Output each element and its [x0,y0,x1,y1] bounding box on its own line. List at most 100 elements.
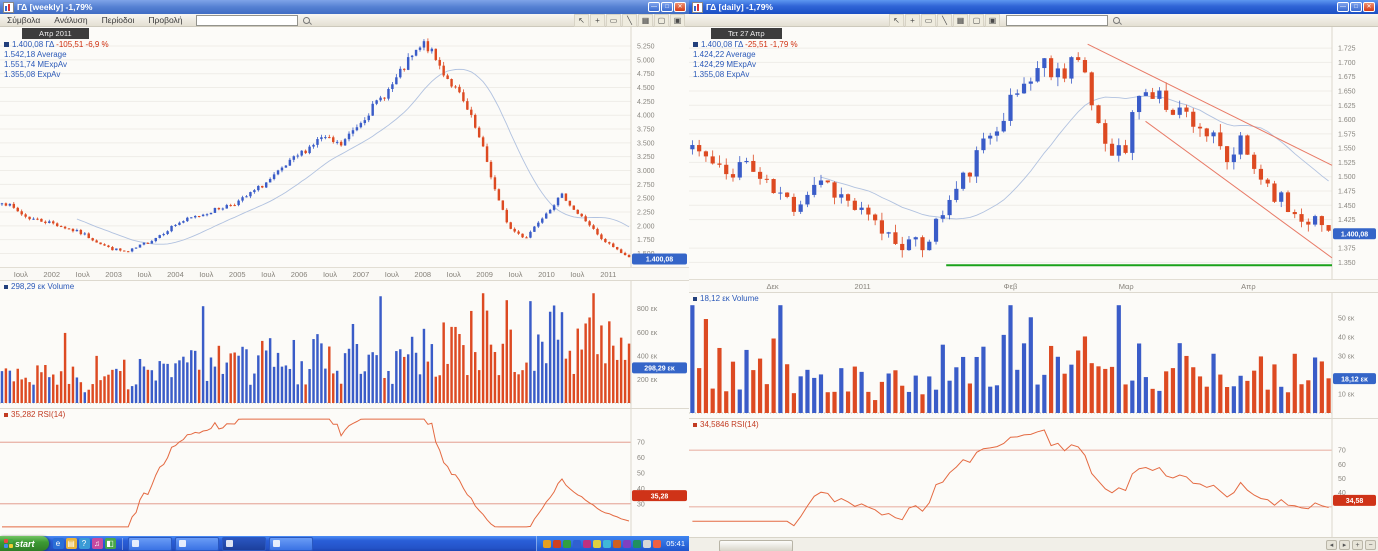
window-titlebar[interactable]: ΓΔ [daily] -1,79% — □ ✕ [689,0,1378,14]
price-chart-svg[interactable]: 5.250 5.000 4.750 4.500 4.250 4.000 3.750 3.500… [0,27,689,267]
volume-pane-daily[interactable]: 50 εκ 40 εκ 30 εκ 10 εκ 18,12 εκ 18,12 εκ Vo… [689,292,1378,418]
network-icon[interactable] [553,539,562,548]
chart-app-icon[interactable] [613,539,622,548]
trendline-icon[interactable]: ╲ [622,13,637,27]
crosshair-icon[interactable]: + [590,13,605,27]
search-icon[interactable] [301,15,312,26]
price-axis-label: 1.450 [1338,203,1356,210]
price-axis-label: 4.500 [637,85,655,92]
maximize-button[interactable]: □ [1350,2,1362,12]
volume-chart-svg[interactable]: 50 εκ 40 εκ 30 εκ 10 εκ 18,12 εκ [689,293,1378,418]
volume-axis-label: 10 εκ [1338,392,1355,399]
time-axis-label: Ιουλ [261,270,276,279]
close-button[interactable]: ✕ [674,2,686,12]
window-titlebar[interactable]: ΓΔ [weekly] -1,79% — □ ✕ [0,0,689,14]
shield-icon[interactable] [633,539,642,548]
search-icon[interactable] [1111,15,1122,26]
volume-axis-label: 800 εκ [637,306,658,313]
rect-icon[interactable]: ▢ [969,13,984,27]
price-axis-label: 2.750 [637,182,655,189]
price-pane-weekly[interactable]: 5.250 5.000 4.750 4.500 4.250 4.000 3.750 3.500… [0,27,689,267]
minimize-button[interactable]: — [1337,2,1349,12]
mail-icon[interactable] [603,539,612,548]
channel-upper-line [1087,43,1333,166]
desktop-icon[interactable]: ◧ [104,538,116,549]
time-axis-label: 2011 [854,282,871,291]
scrollbar-thumb[interactable] [719,540,793,551]
time-axis-label: 2006 [290,270,308,279]
price-axis-label: 4.000 [637,113,655,120]
antivirus-icon[interactable] [563,539,572,548]
select-icon[interactable]: ▭ [606,13,621,27]
messenger-icon[interactable] [573,539,582,548]
close-button[interactable]: ✕ [1363,2,1375,12]
trendline-icon[interactable]: ╲ [937,13,952,27]
chart-window-weekly: ΓΔ [weekly] -1,79% — □ ✕ Σύμβολα Ανάλυση Π… [0,0,689,536]
axis-badge: 1.400,08 [1341,232,1368,239]
folder-icon[interactable]: ▤ [65,538,77,549]
zoom-in-icon[interactable]: + [1352,540,1363,550]
price-axis-label: 5.250 [637,44,655,51]
maximize-button[interactable]: □ [661,2,673,12]
symbol-search-input[interactable] [195,14,298,26]
price-axis-label: 1.475 [1338,189,1356,196]
save-icon[interactable]: ▣ [985,13,1000,27]
save-icon[interactable]: ▣ [670,13,685,27]
volume-chart-svg[interactable]: 800 εκ 600 εκ 400 εκ 200 εκ 298,29 εκ [0,281,689,408]
window-button-1[interactable] [127,536,172,551]
rsi-pane-daily[interactable]: 70 60 50 40 34,58 34,5846 RSI(14) [689,418,1378,537]
start-button[interactable]: start [0,536,49,551]
pattern-icon[interactable]: ▦ [953,13,968,27]
horizontal-scrollbar[interactable]: ◂ ▸ + − [689,537,1378,551]
price-chart-svg[interactable]: 1.725 1.700 1.675 1.650 1.625 1.600 1.575 1.550… [689,27,1378,279]
volume-pane-weekly[interactable]: 800 εκ 600 εκ 400 εκ 200 εκ 298,29 εκ 298,29… [0,280,689,408]
rsi-chart-svg[interactable]: 70 60 50 40 30 35,28 [0,409,689,536]
status-icon[interactable] [653,539,662,548]
symbol-search-input[interactable] [1006,14,1108,26]
price-axis-label: 1.600 [1338,117,1356,124]
rsi-axis-label: 60 [637,455,645,462]
help-icon[interactable]: ? [78,538,90,549]
price-axis-label: 2.500 [637,196,655,203]
time-axis: Δεκ 2011 Φεβ Μαρ Απρ [689,279,1378,292]
media-icon[interactable]: ♫ [91,538,103,549]
scroll-right-icon[interactable]: ▸ [1339,540,1350,550]
alert-icon[interactable] [623,539,632,548]
sync-icon[interactable] [643,539,652,548]
price-axis-label: 2.250 [637,209,655,216]
window-button-3[interactable] [221,536,266,551]
select-icon[interactable]: ▭ [921,13,936,27]
price-axis-label: 1.350 [1338,260,1356,267]
pointer-icon[interactable]: ↖ [574,13,589,27]
menu-item-Σύμβολα[interactable]: Σύμβολα [7,15,41,25]
usb-icon[interactable] [593,539,602,548]
pattern-icon[interactable]: ▦ [638,13,653,27]
ie-icon[interactable]: e [52,538,64,549]
minimize-button[interactable]: — [648,2,660,12]
window-title: ΓΔ [weekly] -1,79% [17,2,93,12]
rsi-axis-label: 40 [1338,490,1346,497]
app-icon [692,1,703,13]
pointer-icon[interactable]: ↖ [889,13,904,27]
chart-window-daily: ΓΔ [daily] -1,79% — □ ✕ ↖ + ▭ ╲ ▦ ▢ ▣ 1.725 1.7… [689,0,1378,551]
axis-badge: 35,28 [651,493,669,500]
crosshair-icon[interactable]: + [905,13,920,27]
menu-item-Ανάλυση[interactable]: Ανάλυση [54,15,88,25]
update-icon[interactable] [583,539,592,548]
price-pane-daily[interactable]: 1.725 1.700 1.675 1.650 1.625 1.600 1.575 1.550… [689,27,1378,279]
volume-icon[interactable] [543,539,552,548]
rsi-axis-label: 50 [637,471,645,478]
rect-icon[interactable]: ▢ [654,13,669,27]
time-axis-label: Ιουλ [570,270,585,279]
time-axis: Ιουλ 2002 Ιουλ 2003 Ιουλ 2004 Ιουλ 2005 Ιουλ 2006… [0,267,689,280]
window-button-2[interactable] [174,536,219,551]
scroll-left-icon[interactable]: ◂ [1326,540,1337,550]
menu-item-Προβολή[interactable]: Προβολή [148,15,183,25]
window-button-4[interactable] [268,536,313,551]
menu-item-Περίοδοι[interactable]: Περίοδοι [101,15,135,25]
time-axis-label: 2003 [105,270,122,279]
time-axis-label: 2010 [538,270,555,279]
rsi-pane-weekly[interactable]: 70 60 50 40 30 35,28 35,282 RSI(14) [0,408,689,536]
zoom-out-icon[interactable]: − [1365,540,1376,550]
